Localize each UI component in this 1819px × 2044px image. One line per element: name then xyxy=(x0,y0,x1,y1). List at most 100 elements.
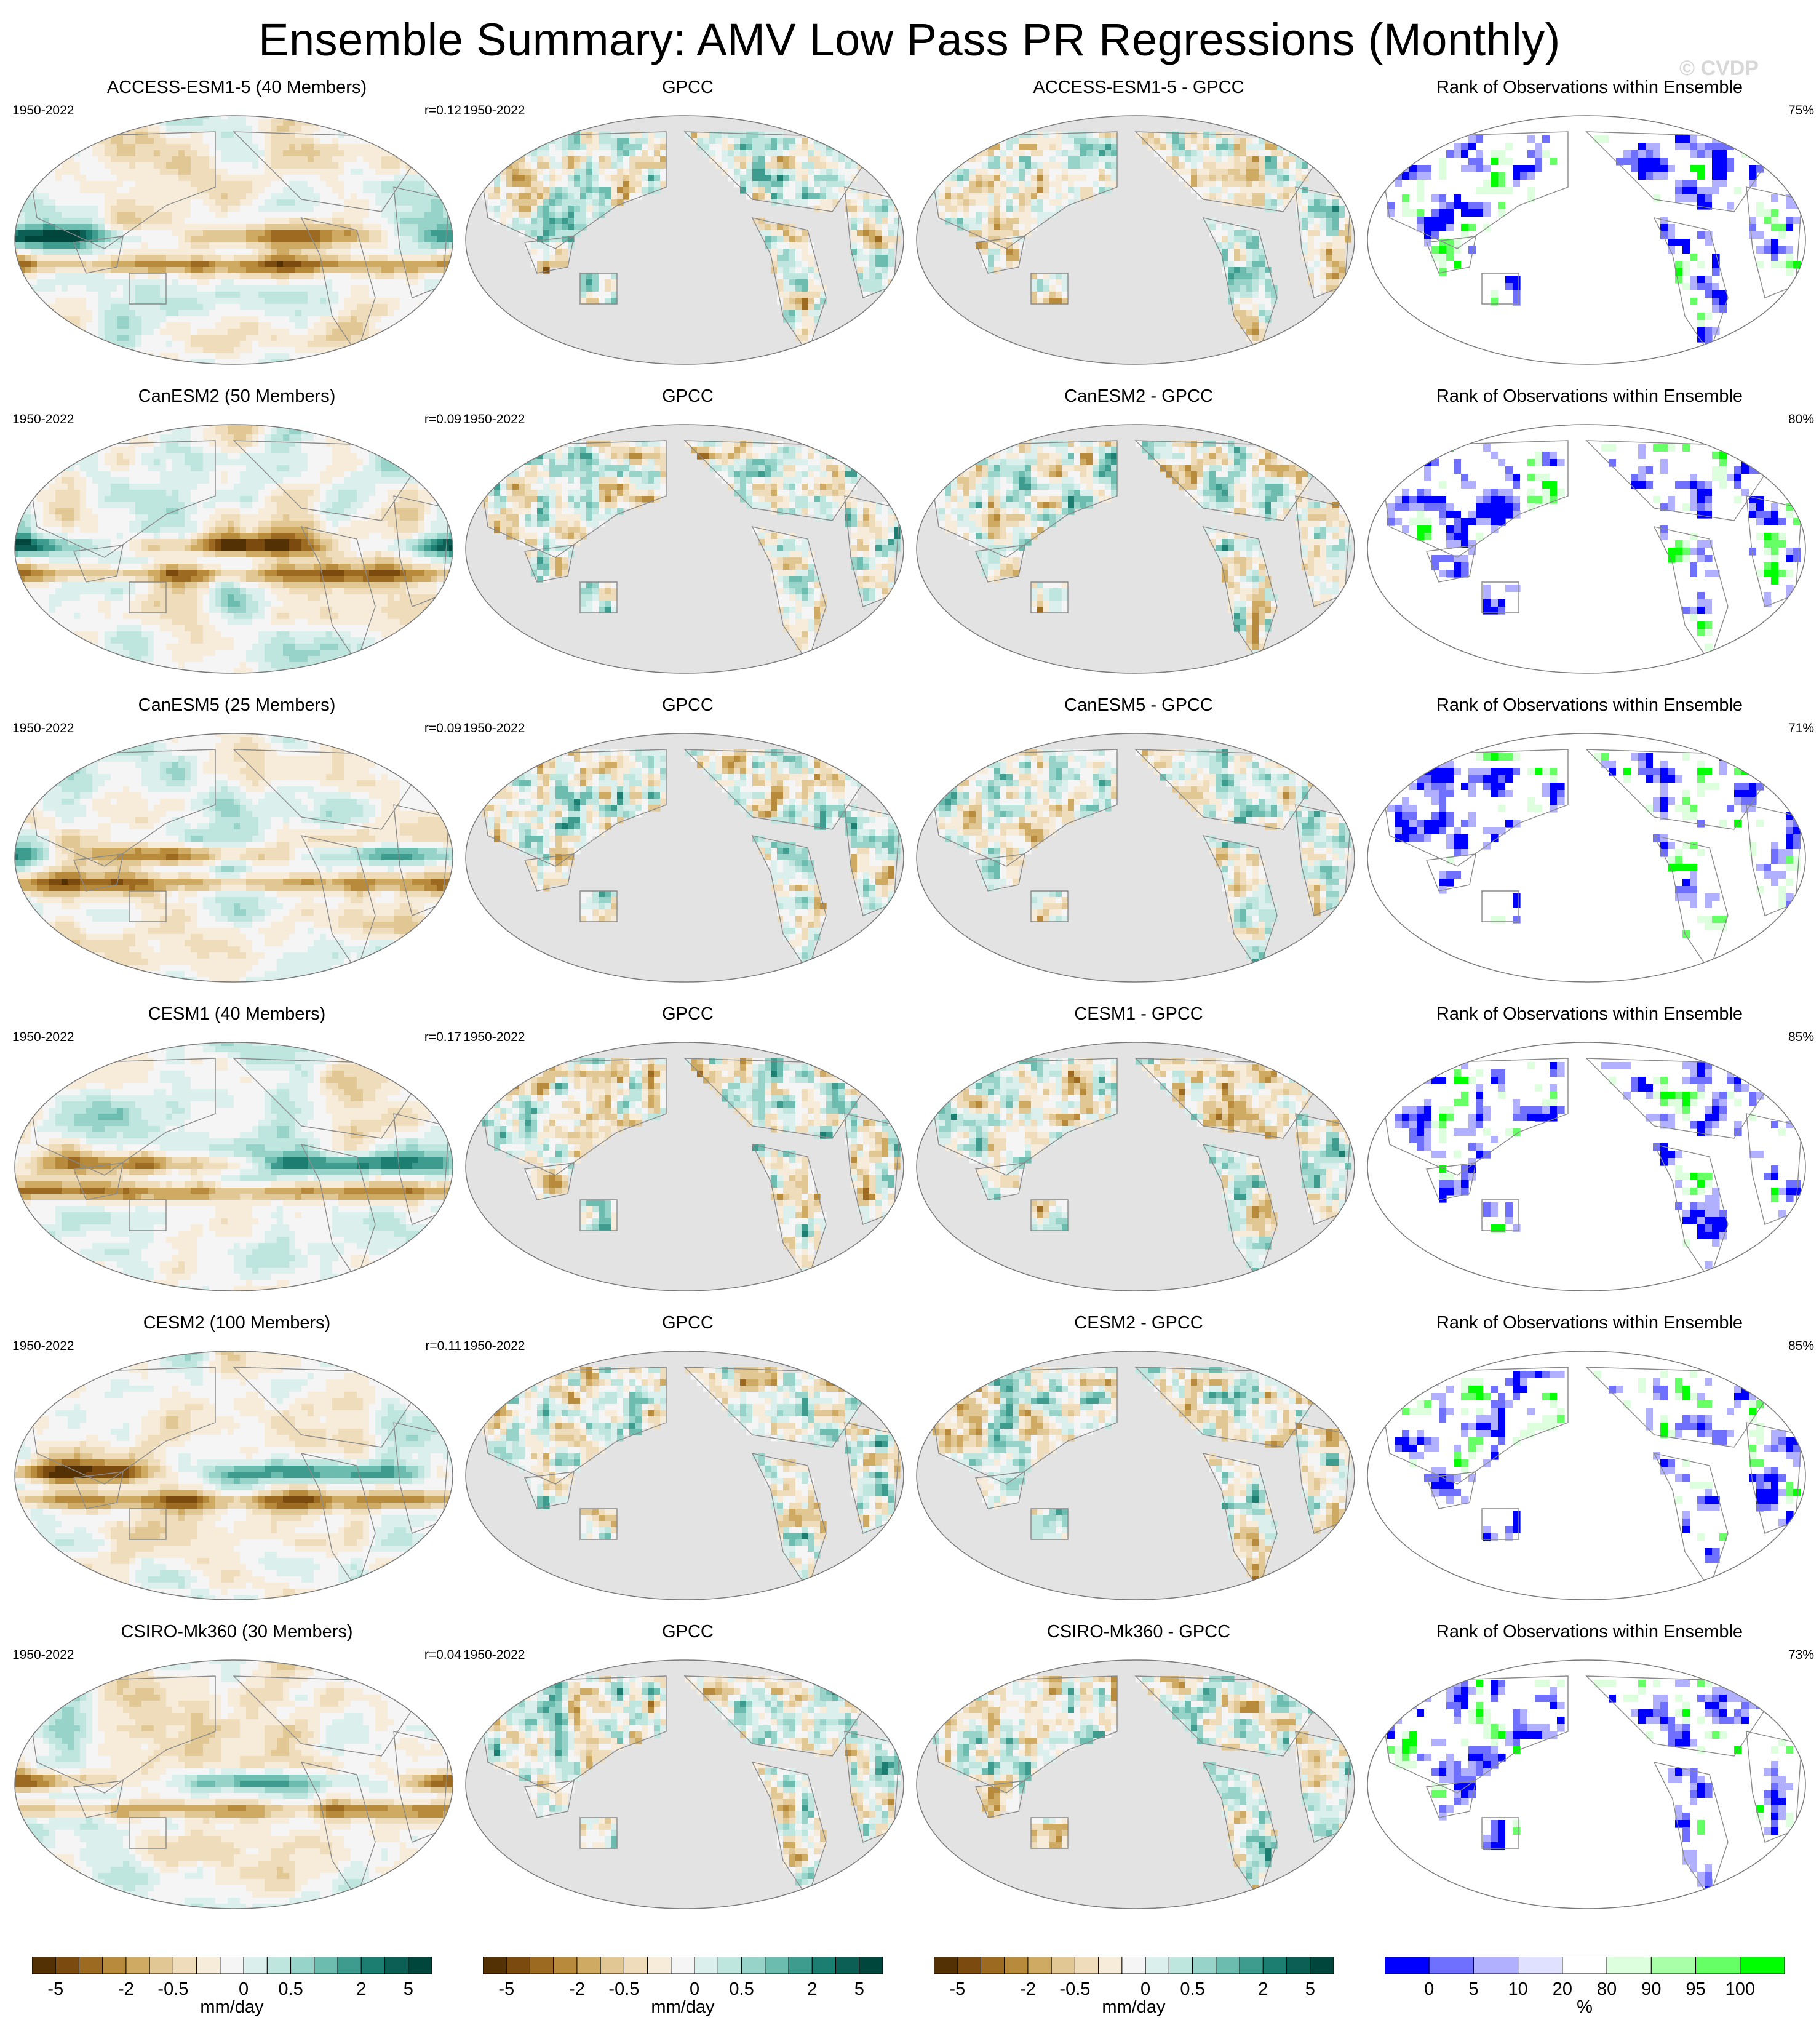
panel-period: 1950-2022 xyxy=(463,1648,525,1663)
colorbar-tick-label: -2 xyxy=(1020,1979,1036,1999)
colorbar-swatch xyxy=(220,1957,244,1974)
panel-title: Rank of Observations within Ensemble xyxy=(1365,386,1814,407)
colorbar-swatch xyxy=(788,1957,813,1974)
colorbar-tick-label: 0.5 xyxy=(1180,1979,1204,1999)
diff-panel: CanESM5 - GPCC xyxy=(914,695,1363,1003)
panel-title: GPCC xyxy=(463,386,912,407)
colorbar-swatch xyxy=(1098,1957,1123,1974)
colorbar-tick-label: 0 xyxy=(690,1979,699,1999)
diff-map xyxy=(916,115,1355,365)
colorbar-tick-label: 95 xyxy=(1686,1979,1705,1999)
colorbar-swatch xyxy=(1740,1957,1785,1974)
colorbar-swatch xyxy=(1473,1957,1519,1974)
colorbar-tick-label: -5 xyxy=(949,1979,965,1999)
colorbar-swatch xyxy=(360,1957,386,1974)
colorbar-swatch xyxy=(1192,1957,1217,1974)
diff-map xyxy=(916,1351,1355,1600)
colorbar-swatch xyxy=(957,1957,981,1974)
colorbar-tick-label: -2 xyxy=(569,1979,585,1999)
colorbar-tick-label: -0.5 xyxy=(157,1979,188,1999)
obs-panel: GPCC 1950-2022 xyxy=(463,1004,912,1312)
diff-map xyxy=(916,1659,1355,1909)
panel-title: Rank of Observations within Ensemble xyxy=(1365,1622,1814,1642)
rank-colorbar: 0 5 10 20 80 90 95 100% xyxy=(1385,1957,1803,2043)
panel-title: GPCC xyxy=(463,78,912,98)
colorbar-tick-label: 2 xyxy=(807,1979,817,1999)
colorbar-swatches: -5 -2 -0.5 0 0.5 2 5 xyxy=(483,1957,883,1999)
model-panel: CSIRO-Mk360 (30 Members) 1950-2022 r=0.04 xyxy=(12,1622,461,1930)
rank-panel: Rank of Observations within Ensemble 73% xyxy=(1365,1622,1814,1930)
rank-percent: 75% xyxy=(1788,103,1814,118)
colorbar-swatch xyxy=(32,1957,56,1974)
colorbar-swatch xyxy=(102,1957,127,1974)
colorbar-swatch xyxy=(1518,1957,1563,1974)
panel-title: CanESM5 - GPCC xyxy=(914,695,1363,716)
colorbar-tick-label: 5 xyxy=(1468,1979,1478,1999)
model-panel: CESM1 (40 Members) 1950-2022 r=0.17 xyxy=(12,1004,461,1312)
colorbar-swatch xyxy=(859,1957,883,1974)
model-map xyxy=(14,1351,453,1600)
colorbar-swatch xyxy=(647,1957,672,1974)
colorbar-tick-label: -5 xyxy=(498,1979,514,1999)
colorbar-tick-label: 0.5 xyxy=(729,1979,754,1999)
colorbar-swatch xyxy=(1385,1957,1430,1974)
panel-title: CSIRO-Mk360 (30 Members) xyxy=(12,1622,461,1642)
panel-period: 1950-2022 xyxy=(12,1648,74,1663)
colorbar-swatch xyxy=(1262,1957,1288,1974)
colorbar-tick-label: 2 xyxy=(1258,1979,1268,1999)
diff-map xyxy=(916,1042,1355,1291)
colorbar-swatch xyxy=(765,1957,789,1974)
colorbar-swatch xyxy=(1027,1957,1052,1974)
panel-period: 1950-2022 xyxy=(12,1030,74,1045)
model-map xyxy=(14,1659,453,1909)
rank-percent: 85% xyxy=(1788,1339,1814,1354)
colorbar-swatch xyxy=(741,1957,766,1974)
colorbar-tick-label: 10 xyxy=(1508,1979,1528,1999)
colorbar-swatch xyxy=(196,1957,221,1974)
pattern-correlation: r=0.17 xyxy=(424,1030,461,1045)
colorbar-tick-label: 0.5 xyxy=(278,1979,303,1999)
panel-period: 1950-2022 xyxy=(12,721,74,736)
colorbar-swatch xyxy=(172,1957,197,1974)
colorbar-swatch xyxy=(243,1957,268,1974)
obs-panel: GPCC 1950-2022 xyxy=(463,386,912,694)
obs-panel: GPCC 1950-2022 xyxy=(463,1313,912,1621)
panel-title: CESM1 - GPCC xyxy=(914,1004,1363,1024)
rank-panel: Rank of Observations within Ensemble 85% xyxy=(1365,1004,1814,1312)
rank-map xyxy=(1367,424,1806,674)
colorbar-swatch xyxy=(717,1957,742,1974)
obs-panel: GPCC 1950-2022 xyxy=(463,78,912,385)
model-panel: CanESM2 (50 Members) 1950-2022 r=0.09 xyxy=(12,386,461,694)
rank-panel: Rank of Observations within Ensemble 71% xyxy=(1365,695,1814,1003)
colorbar-swatch xyxy=(1650,1957,1697,1974)
cvdp-watermark: © CVDP xyxy=(1679,57,1759,81)
colorbar-tick-label: 80 xyxy=(1597,1979,1617,1999)
colorbar-swatch xyxy=(600,1957,624,1974)
diff-panel: ACCESS-ESM1-5 - GPCC xyxy=(914,78,1363,385)
colorbar-swatch xyxy=(149,1957,173,1974)
colorbar-swatch xyxy=(125,1957,150,1974)
rank-percent: 80% xyxy=(1788,412,1814,427)
rank-map xyxy=(1367,1659,1806,1909)
colorbar-swatch xyxy=(506,1957,530,1974)
model-map xyxy=(14,424,453,674)
panel-title: Rank of Observations within Ensemble xyxy=(1365,1004,1814,1024)
panel-title: GPCC xyxy=(463,1313,912,1333)
obs-map xyxy=(465,1042,904,1291)
obs-map xyxy=(465,733,904,983)
colorbar-swatch xyxy=(1562,1957,1607,1974)
obs-map xyxy=(465,1659,904,1909)
colorbar-unit-label: mm/day xyxy=(32,1997,432,2018)
colorbar-swatches: -5 -2 -0.5 0 0.5 2 5 xyxy=(32,1957,432,1999)
rank-percent: 73% xyxy=(1788,1648,1814,1663)
pr-colorbar: -5 -2 -0.5 0 0.5 2 5 mm/day xyxy=(483,1957,901,2043)
panel-title: ACCESS-ESM1-5 - GPCC xyxy=(914,78,1363,98)
panel-title: CESM2 - GPCC xyxy=(914,1313,1363,1333)
colorbar-swatch xyxy=(1121,1957,1146,1974)
colorbar-unit-label: % xyxy=(1385,1997,1785,2018)
panel-period: 1950-2022 xyxy=(463,1339,525,1354)
panel-title: CSIRO-Mk360 - GPCC xyxy=(914,1622,1363,1642)
rank-map xyxy=(1367,115,1806,365)
colorbar-swatch xyxy=(553,1957,578,1974)
